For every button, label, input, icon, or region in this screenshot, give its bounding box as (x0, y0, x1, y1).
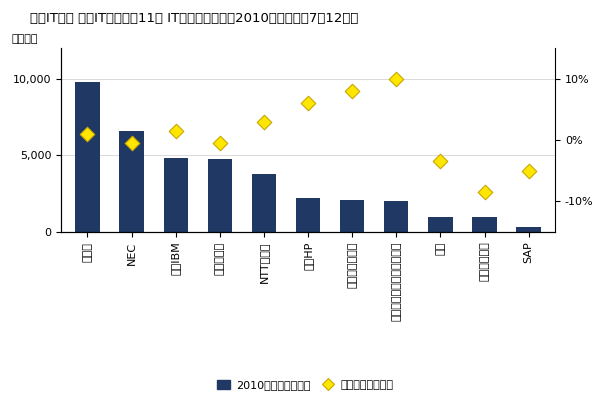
Point (171, 128, 181, 134)
Bar (384, 200, 409, 232)
Point (347, 88, 357, 94)
Point (524, 168, 534, 174)
Bar (120, 131, 144, 232)
Bar (340, 200, 364, 232)
Legend: 2010年下半期売上額, 前年同期比成長率: 2010年下半期売上額, 前年同期比成長率 (212, 375, 398, 394)
Point (303, 100, 313, 106)
Text: （億円）: （億円） (12, 34, 38, 44)
Point (82, 131, 92, 137)
Bar (472, 218, 497, 232)
Bar (517, 227, 540, 232)
Bar (428, 217, 453, 232)
Point (479, 189, 489, 195)
Point (259, 118, 269, 125)
Point (436, 158, 445, 165)
Point (392, 76, 401, 82)
Bar (296, 198, 320, 232)
Bar (252, 174, 276, 232)
Bar (163, 158, 188, 232)
Point (127, 140, 137, 146)
Bar (76, 82, 99, 232)
Text: 国内IT市場 主要ITベンダー11社 IT製品売上額：　2010年下半期（7～12月）: 国内IT市場 主要ITベンダー11社 IT製品売上額： 2010年下半期（7～1… (30, 12, 359, 25)
Bar (207, 159, 232, 232)
Point (215, 140, 224, 146)
